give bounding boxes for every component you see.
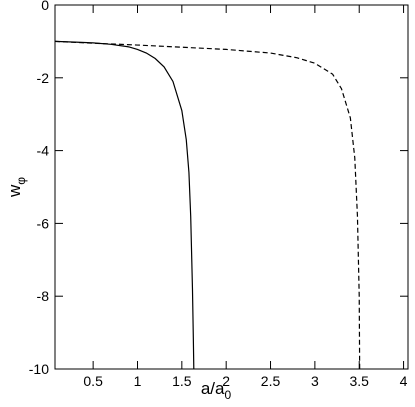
x-tick-label: 3	[311, 373, 319, 389]
x-tick-label: 3.5	[349, 373, 369, 389]
data-line	[54, 40, 195, 370]
y-axis-label: wφ	[5, 177, 28, 198]
y-tick-label: -4	[37, 143, 50, 159]
y-tick-label: -10	[29, 361, 49, 377]
y-tick-label: -2	[37, 70, 50, 86]
plot-frame	[54, 4, 409, 370]
x-tick-label: 2	[222, 373, 230, 389]
x-tick-label: 4	[400, 373, 408, 389]
x-axis-label: a/a0	[201, 379, 232, 402]
y-tick-label: -8	[37, 288, 50, 304]
x-label-base: a/a	[201, 379, 225, 398]
x-tick-label: 2.5	[261, 373, 281, 389]
y-tick-label: 0	[41, 0, 49, 13]
y-label-base: w	[5, 184, 24, 198]
y-label-sub: φ	[14, 177, 28, 185]
x-label-sub: 0	[224, 388, 231, 402]
data-line	[54, 40, 361, 370]
x-tick-label: 1.5	[172, 373, 192, 389]
y-tick-label: -6	[37, 215, 50, 231]
x-tick-label: 1	[134, 373, 142, 389]
x-tick-label: 0.5	[83, 373, 103, 389]
